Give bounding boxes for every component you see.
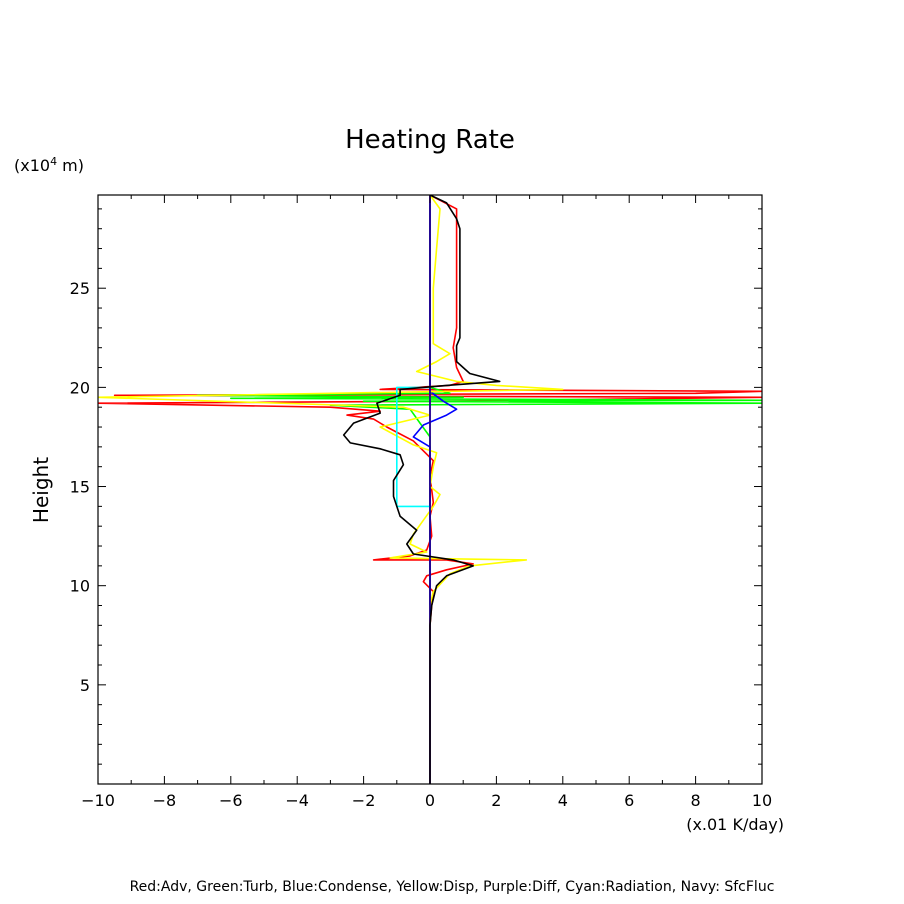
x-tick-label: 10 bbox=[752, 791, 772, 810]
y-tick-label: 15 bbox=[70, 478, 90, 497]
x-tick-label: −6 bbox=[219, 791, 243, 810]
x-tick-label: −2 bbox=[352, 791, 376, 810]
x-tick-label: −8 bbox=[153, 791, 177, 810]
series-line-total bbox=[342, 195, 501, 784]
chart-footer-legend: Red:Adv, Green:Turb, Blue:Condense, Yell… bbox=[130, 879, 775, 895]
x-tick-label: 0 bbox=[425, 791, 435, 810]
x-tick-label: 8 bbox=[691, 791, 701, 810]
series-line-adv bbox=[98, 195, 762, 784]
y-tick-label: 5 bbox=[80, 676, 90, 695]
x-tick-label: 6 bbox=[624, 791, 634, 810]
x-tick-label: 2 bbox=[491, 791, 501, 810]
y-tick-label: 10 bbox=[70, 577, 90, 596]
y-tick-label: 20 bbox=[70, 378, 90, 397]
y-tick-label: 25 bbox=[70, 279, 90, 298]
chart-title: Heating Rate bbox=[345, 125, 515, 155]
series-layer bbox=[98, 195, 762, 784]
series-line-turb bbox=[196, 195, 762, 784]
x-tick-label: −4 bbox=[285, 791, 309, 810]
y-unit-label: (x104 m) bbox=[14, 155, 84, 175]
plot-frame bbox=[97, 194, 763, 785]
series-line-disp bbox=[98, 195, 564, 784]
x-axis-label: (x.01 K/day) bbox=[686, 815, 784, 834]
series-line-radiation bbox=[395, 386, 430, 508]
x-tick-label: 4 bbox=[558, 791, 568, 810]
series-line-condense bbox=[412, 195, 458, 784]
x-tick-label: −10 bbox=[81, 791, 115, 810]
tick-layer: −10 −8 −6 −4 −2 0 2 4 6 8 10 5 10 15 20 25 bbox=[70, 195, 772, 810]
y-axis-label: Height bbox=[29, 457, 53, 523]
